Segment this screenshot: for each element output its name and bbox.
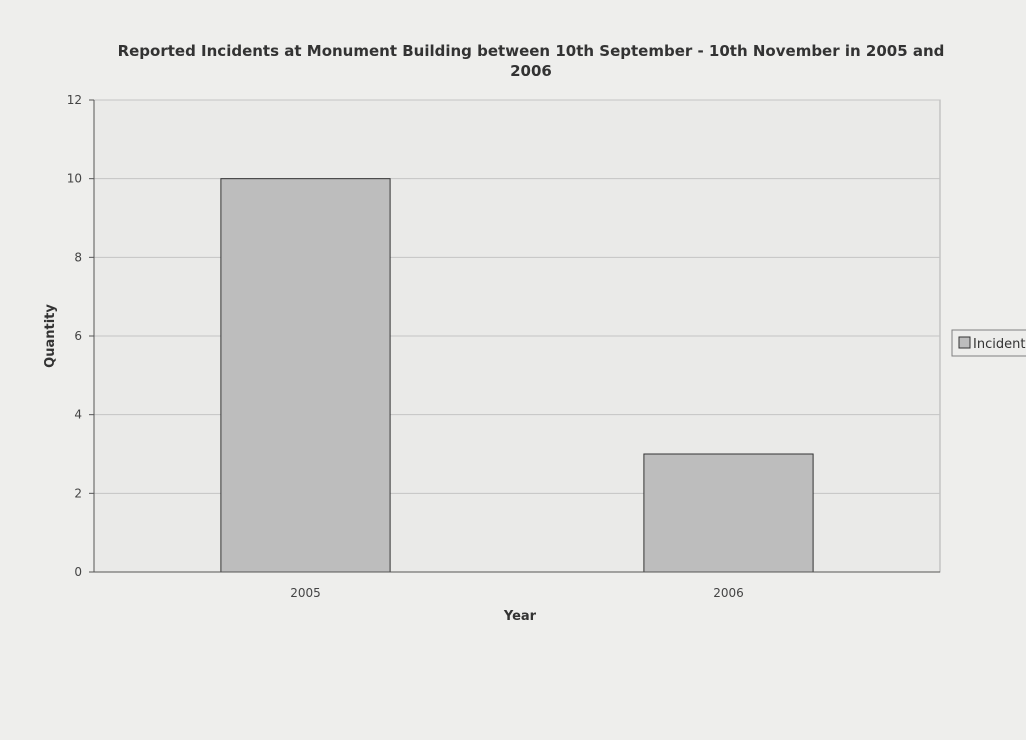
bar-2005 — [220, 178, 391, 573]
legend-swatch — [958, 336, 971, 349]
y-axis-title: Quantity — [43, 304, 58, 368]
y-axis-ticks: 0 2 4 6 8 10 12 — [67, 93, 94, 579]
y-tick-label: 4 — [74, 408, 82, 422]
y-tick-label: 0 — [74, 565, 82, 579]
bars — [220, 178, 814, 573]
bar-2006 — [643, 453, 814, 573]
y-tick-label: 6 — [74, 329, 82, 343]
y-tick-label: 8 — [74, 250, 82, 264]
x-axis-title: Year — [503, 609, 537, 624]
y-tick-label: 2 — [74, 486, 82, 500]
chart-title-line-1: Reported Incidents at Monument Building … — [118, 42, 945, 60]
legend: Incident — [951, 329, 1026, 357]
y-tick-label: 12 — [67, 93, 82, 107]
chart-title-line-2: 2006 — [510, 62, 552, 80]
x-tick-label: 2005 — [290, 586, 321, 600]
x-tick-label: 2006 — [713, 586, 744, 600]
y-tick-label: 10 — [67, 172, 82, 186]
legend-label: Incident — [973, 337, 1025, 352]
x-axis-ticks: 2005 2006 — [290, 586, 744, 600]
